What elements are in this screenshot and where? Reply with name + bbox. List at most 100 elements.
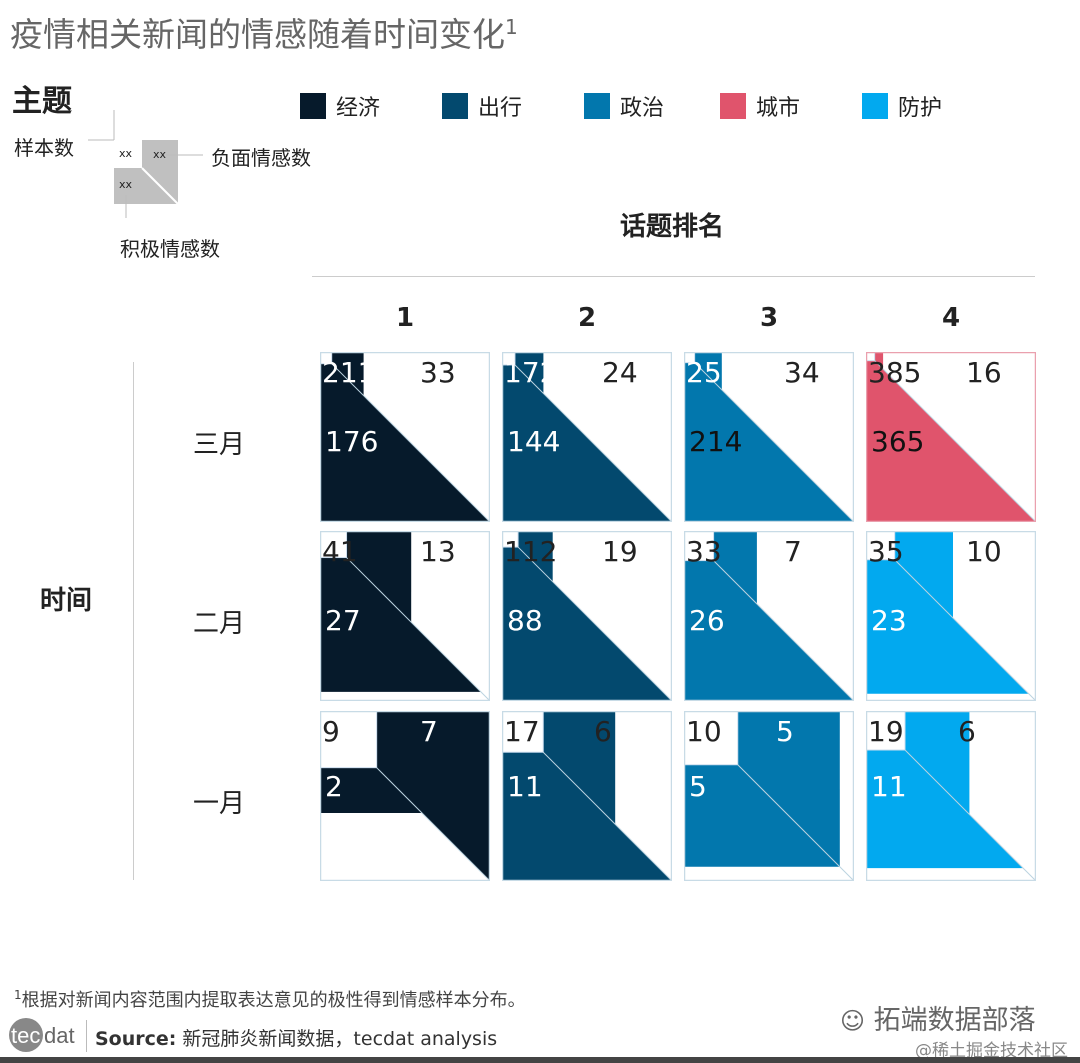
diagonal-line [517,546,672,701]
positive-count: 176 [325,425,379,458]
juejin-watermark: @稀土掘金技术社区 [915,1041,1068,1061]
sample-count: 255 [686,356,740,389]
cell-border [684,711,854,881]
negative-area [694,352,722,390]
negative-area [874,352,884,370]
sample-count: 41 [322,535,358,568]
key-sample-label: 样本数 [14,136,74,160]
cell-border [502,352,672,522]
positive-count: 11 [507,770,543,803]
positive-area [866,559,1029,694]
diagonal-line [331,363,490,522]
svg-text:tec: tec [11,1023,40,1048]
positive-area [684,560,854,701]
legend-label: 出行 [478,96,523,121]
negative-area [376,711,490,881]
sample-square [684,352,696,364]
legend-swatch [442,93,468,119]
positive-area [502,752,672,881]
title-footnote-mark: 1 [505,15,518,39]
diagonal-line [694,362,854,522]
positive-area [320,363,490,522]
legend-label: 政治 [620,96,665,121]
y-axis-divider [133,362,134,880]
negative-count: 34 [784,356,820,389]
legend-item: 城市 [720,90,800,122]
column-label: 4 [941,303,961,333]
source-line: Source: 新冠肺炎新闻数据，tecdat analysis [95,1024,497,1051]
column-label: 2 [577,303,597,333]
wechat-text: 拓端数据部落 [873,1005,1036,1036]
negative-count: 16 [966,356,1002,389]
y-axis-title: 时间 [40,586,93,616]
legend-swatch [300,93,326,119]
sample-count: 17 [504,715,540,748]
tecdat-logo: tec dat [9,1018,75,1052]
sample-square [502,711,544,753]
positive-area [684,362,854,522]
diagonal-line [346,557,490,701]
sample-count: 211 [322,356,376,389]
sample-count: 385 [868,356,922,389]
sample-square [320,352,333,365]
diagonal-line [713,560,854,701]
sample-square [866,352,876,362]
positive-count: 365 [871,425,925,458]
sample-square [684,531,715,562]
cell-border [320,711,490,881]
positive-area [866,360,1036,522]
positive-count: 5 [689,770,707,803]
cell: 19 6 11 [866,711,1036,881]
key-positive-label: 积极情感数 [120,237,220,261]
positive-area [866,750,1024,869]
negative-count: 24 [602,356,638,389]
positive-area [502,547,672,701]
sample-count: 172 [504,356,558,389]
legend-item: 防护 [862,90,942,122]
negative-area [346,531,412,623]
positive-count: 23 [871,604,907,637]
cell-border [684,352,854,522]
negative-count: 10 [966,535,1002,568]
row-label: 一月 [193,789,246,819]
negative-count: 19 [602,535,638,568]
cell: 35 10 23 [866,531,1036,701]
legend-swatch [862,93,888,119]
sample-square [684,711,739,766]
row-label: 三月 [193,430,246,460]
diagonal-line [904,749,1036,881]
sample-square [866,531,896,561]
source-label: Source: [95,1028,177,1050]
cell-border [866,711,1036,881]
negative-area [905,711,970,815]
cell: 10 5 5 [684,711,854,881]
negative-count: 5 [776,715,794,748]
cell: 172 24 144 [502,352,672,522]
negative-count: 13 [420,535,456,568]
footnote: 1根据对新闻内容范围内提取表达意见的极性得到情感样本分布。 [14,986,526,1012]
cell-border [866,531,1036,701]
x-axis-title: 话题排名 [619,212,724,242]
diagonal-line [514,364,672,522]
key-positive-placeholder: xx [119,178,133,191]
legend-label: 经济 [336,96,381,121]
cell-border [502,711,672,881]
cell: 41 13 27 [320,531,490,701]
diagonal-line [874,360,1036,522]
key-negative-placeholder: xx [153,148,167,161]
sample-count: 19 [868,715,904,748]
footnote-mark: 1 [14,988,22,1002]
wechat-watermark: ☺ 拓端数据部落 [840,998,1036,1037]
negative-area [894,531,953,618]
positive-count: 214 [689,425,743,458]
positive-count: 26 [689,604,725,637]
cell: 112 19 88 [502,531,672,701]
diagonal-line [737,764,854,881]
legend-swatch [720,93,746,119]
cell: 255 34 214 [684,352,854,522]
positive-count: 11 [871,770,907,803]
cell-border [502,531,672,701]
source-text: 新冠肺炎新闻数据，tecdat analysis [176,1028,498,1050]
positive-area [320,767,422,813]
footnote-text: 根据对新闻内容范围内提取表达意见的极性得到情感样本分布。 [21,990,526,1011]
